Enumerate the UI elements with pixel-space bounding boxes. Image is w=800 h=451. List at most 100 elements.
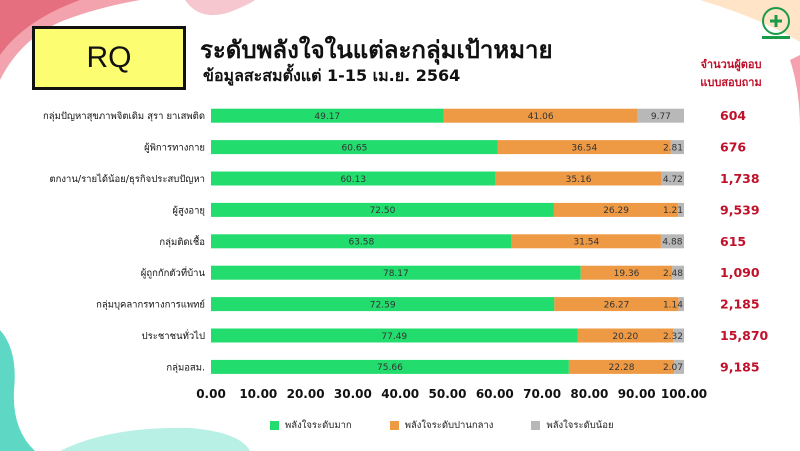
ministry-logo (756, 4, 796, 44)
data-label-low: 2.48 (663, 269, 683, 279)
data-label-medium: 19.36 (614, 269, 640, 279)
bar-segment-medium (554, 297, 679, 312)
data-label-low: 4.88 (662, 238, 682, 248)
bar-segment-low (673, 328, 685, 343)
category-label: กลุ่มปัญหาสุขภาพจิตเดิม สุรา ยาเสพติด (43, 111, 205, 122)
bar-segment-low (660, 234, 684, 249)
data-label-medium: 26.27 (604, 300, 630, 310)
legend-label-low: พลังใจระดับน้อย (546, 420, 614, 431)
data-label-low: 1.14 (663, 300, 683, 310)
category-label: กลุ่มอสม. (166, 362, 205, 373)
respondents-count: 676 (720, 140, 746, 155)
legend-swatch-high (270, 421, 279, 430)
legend-label-high: พลังใจระดับมาก (285, 420, 352, 431)
bar-segment-high (211, 108, 444, 123)
bar-segment-low (661, 171, 685, 186)
x-tick-label: 60.00 (476, 387, 514, 401)
chart-legend: พลังใจระดับมาก พลังใจระดับปานกลาง พลังใจ… (270, 418, 614, 433)
bar-segment-high (211, 234, 512, 249)
bar-segment-medium (553, 202, 679, 217)
category-label: ผู้ถูกกักตัวที่บ้าน (141, 266, 206, 279)
category-label: ประชาชนทั่วไป (142, 329, 205, 342)
chart-subtitle: ข้อมูลสะสมตั้งแต่ 1-15 เม.ย. 2564 (203, 66, 461, 85)
data-label-high: 75.66 (377, 363, 403, 373)
data-label-medium: 41.06 (528, 112, 554, 122)
bar-segment-low (637, 108, 684, 123)
x-tick-label: 40.00 (381, 387, 419, 401)
respondents-count: 1,738 (720, 171, 760, 186)
bar-segment-low (678, 297, 684, 312)
data-label-medium: 36.54 (571, 143, 597, 153)
bar-segment-medium (497, 140, 671, 155)
respondents-count: 15,870 (720, 328, 769, 343)
bar-segment-high (211, 265, 581, 280)
data-label-high: 60.65 (342, 143, 368, 153)
bar-segment-high (211, 297, 555, 312)
data-label-medium: 35.16 (566, 175, 592, 185)
bar-segment-low (674, 359, 685, 374)
data-label-medium: 26.29 (603, 206, 629, 216)
data-label-low: 4.72 (663, 175, 683, 185)
chart-title: ระดับพลังใจในแต่ละกลุ่มเป้าหมาย (200, 36, 553, 64)
x-tick-label: 0.00 (196, 387, 226, 401)
legend-label-medium: พลังใจระดับปานกลาง (404, 420, 494, 431)
data-label-high: 63.58 (348, 238, 374, 248)
legend-swatch-medium (389, 421, 399, 430)
bar-segment-medium (511, 234, 661, 249)
x-tick-label: 30.00 (334, 387, 372, 401)
respondents-count: 2,185 (720, 297, 760, 312)
data-label-low: 2.32 (663, 332, 683, 342)
bar-segment-medium (443, 108, 638, 123)
bar-segment-high (211, 328, 578, 343)
x-tick-label: 20.00 (287, 387, 325, 401)
data-label-low: 2.07 (663, 363, 683, 373)
data-label-high: 72.50 (370, 206, 396, 216)
x-tick-label: 10.00 (239, 387, 277, 401)
respondents-count: 604 (720, 108, 746, 123)
data-label-medium: 20.20 (612, 332, 638, 342)
bar-segment-medium (577, 328, 674, 343)
respondents-count: 615 (720, 234, 746, 249)
legend-item-high: พลังใจระดับมาก (270, 418, 352, 433)
legend-item-medium: พลังใจระดับปานกลาง (389, 418, 494, 433)
bar-segment-medium (580, 265, 673, 280)
data-label-low: 2.81 (663, 143, 683, 153)
legend-item-low: พลังใจระดับน้อย (531, 418, 614, 433)
x-tick-label: 80.00 (570, 387, 608, 401)
category-label: กลุ่มบุคลากรทางการแพทย์ (96, 299, 205, 311)
category-label: ผู้สูงอายุ (172, 205, 205, 216)
x-tick-label: 50.00 (429, 387, 467, 401)
data-label-high: 60.13 (340, 175, 366, 185)
bar-segment-high (211, 171, 496, 186)
data-label-low: 9.77 (651, 112, 671, 122)
x-tick-label: 100.00 (661, 387, 707, 401)
bar-segment-high (211, 359, 569, 374)
data-label-high: 49.17 (314, 112, 340, 122)
respondents-count: 1,090 (720, 265, 760, 280)
ministry-logo-icon (762, 7, 790, 39)
bar-segment-high (211, 140, 498, 155)
data-label-low: 1.21 (663, 206, 683, 216)
respondents-header: จำนวนผู้ตอบ แบบสอบถาม (690, 56, 772, 92)
bar-segment-medium (495, 171, 662, 186)
x-tick-label: 90.00 (618, 387, 656, 401)
respondents-header-line2: แบบสอบถาม (700, 76, 762, 89)
bar-segment-low (672, 265, 685, 280)
respondents-count: 9,539 (720, 202, 760, 217)
bar-segment-medium (568, 359, 675, 374)
bar-segment-high (211, 202, 554, 217)
data-label-high: 78.17 (383, 269, 409, 279)
bar-segment-low (670, 140, 684, 155)
bar-segment-low (678, 202, 684, 217)
category-label: ผู้พิการทางกาย (144, 143, 205, 154)
category-label: กลุ่มติดเชื้อ (159, 235, 205, 248)
respondents-header-line1: จำนวนผู้ตอบ (700, 58, 762, 71)
data-label-medium: 31.54 (573, 238, 599, 248)
data-label-medium: 22.28 (609, 363, 635, 373)
data-label-high: 72.59 (370, 300, 396, 310)
legend-swatch-low (531, 421, 541, 430)
x-tick-label: 70.00 (523, 387, 561, 401)
data-label-high: 77.49 (381, 332, 407, 342)
rq-label-box: RQ (32, 26, 186, 90)
